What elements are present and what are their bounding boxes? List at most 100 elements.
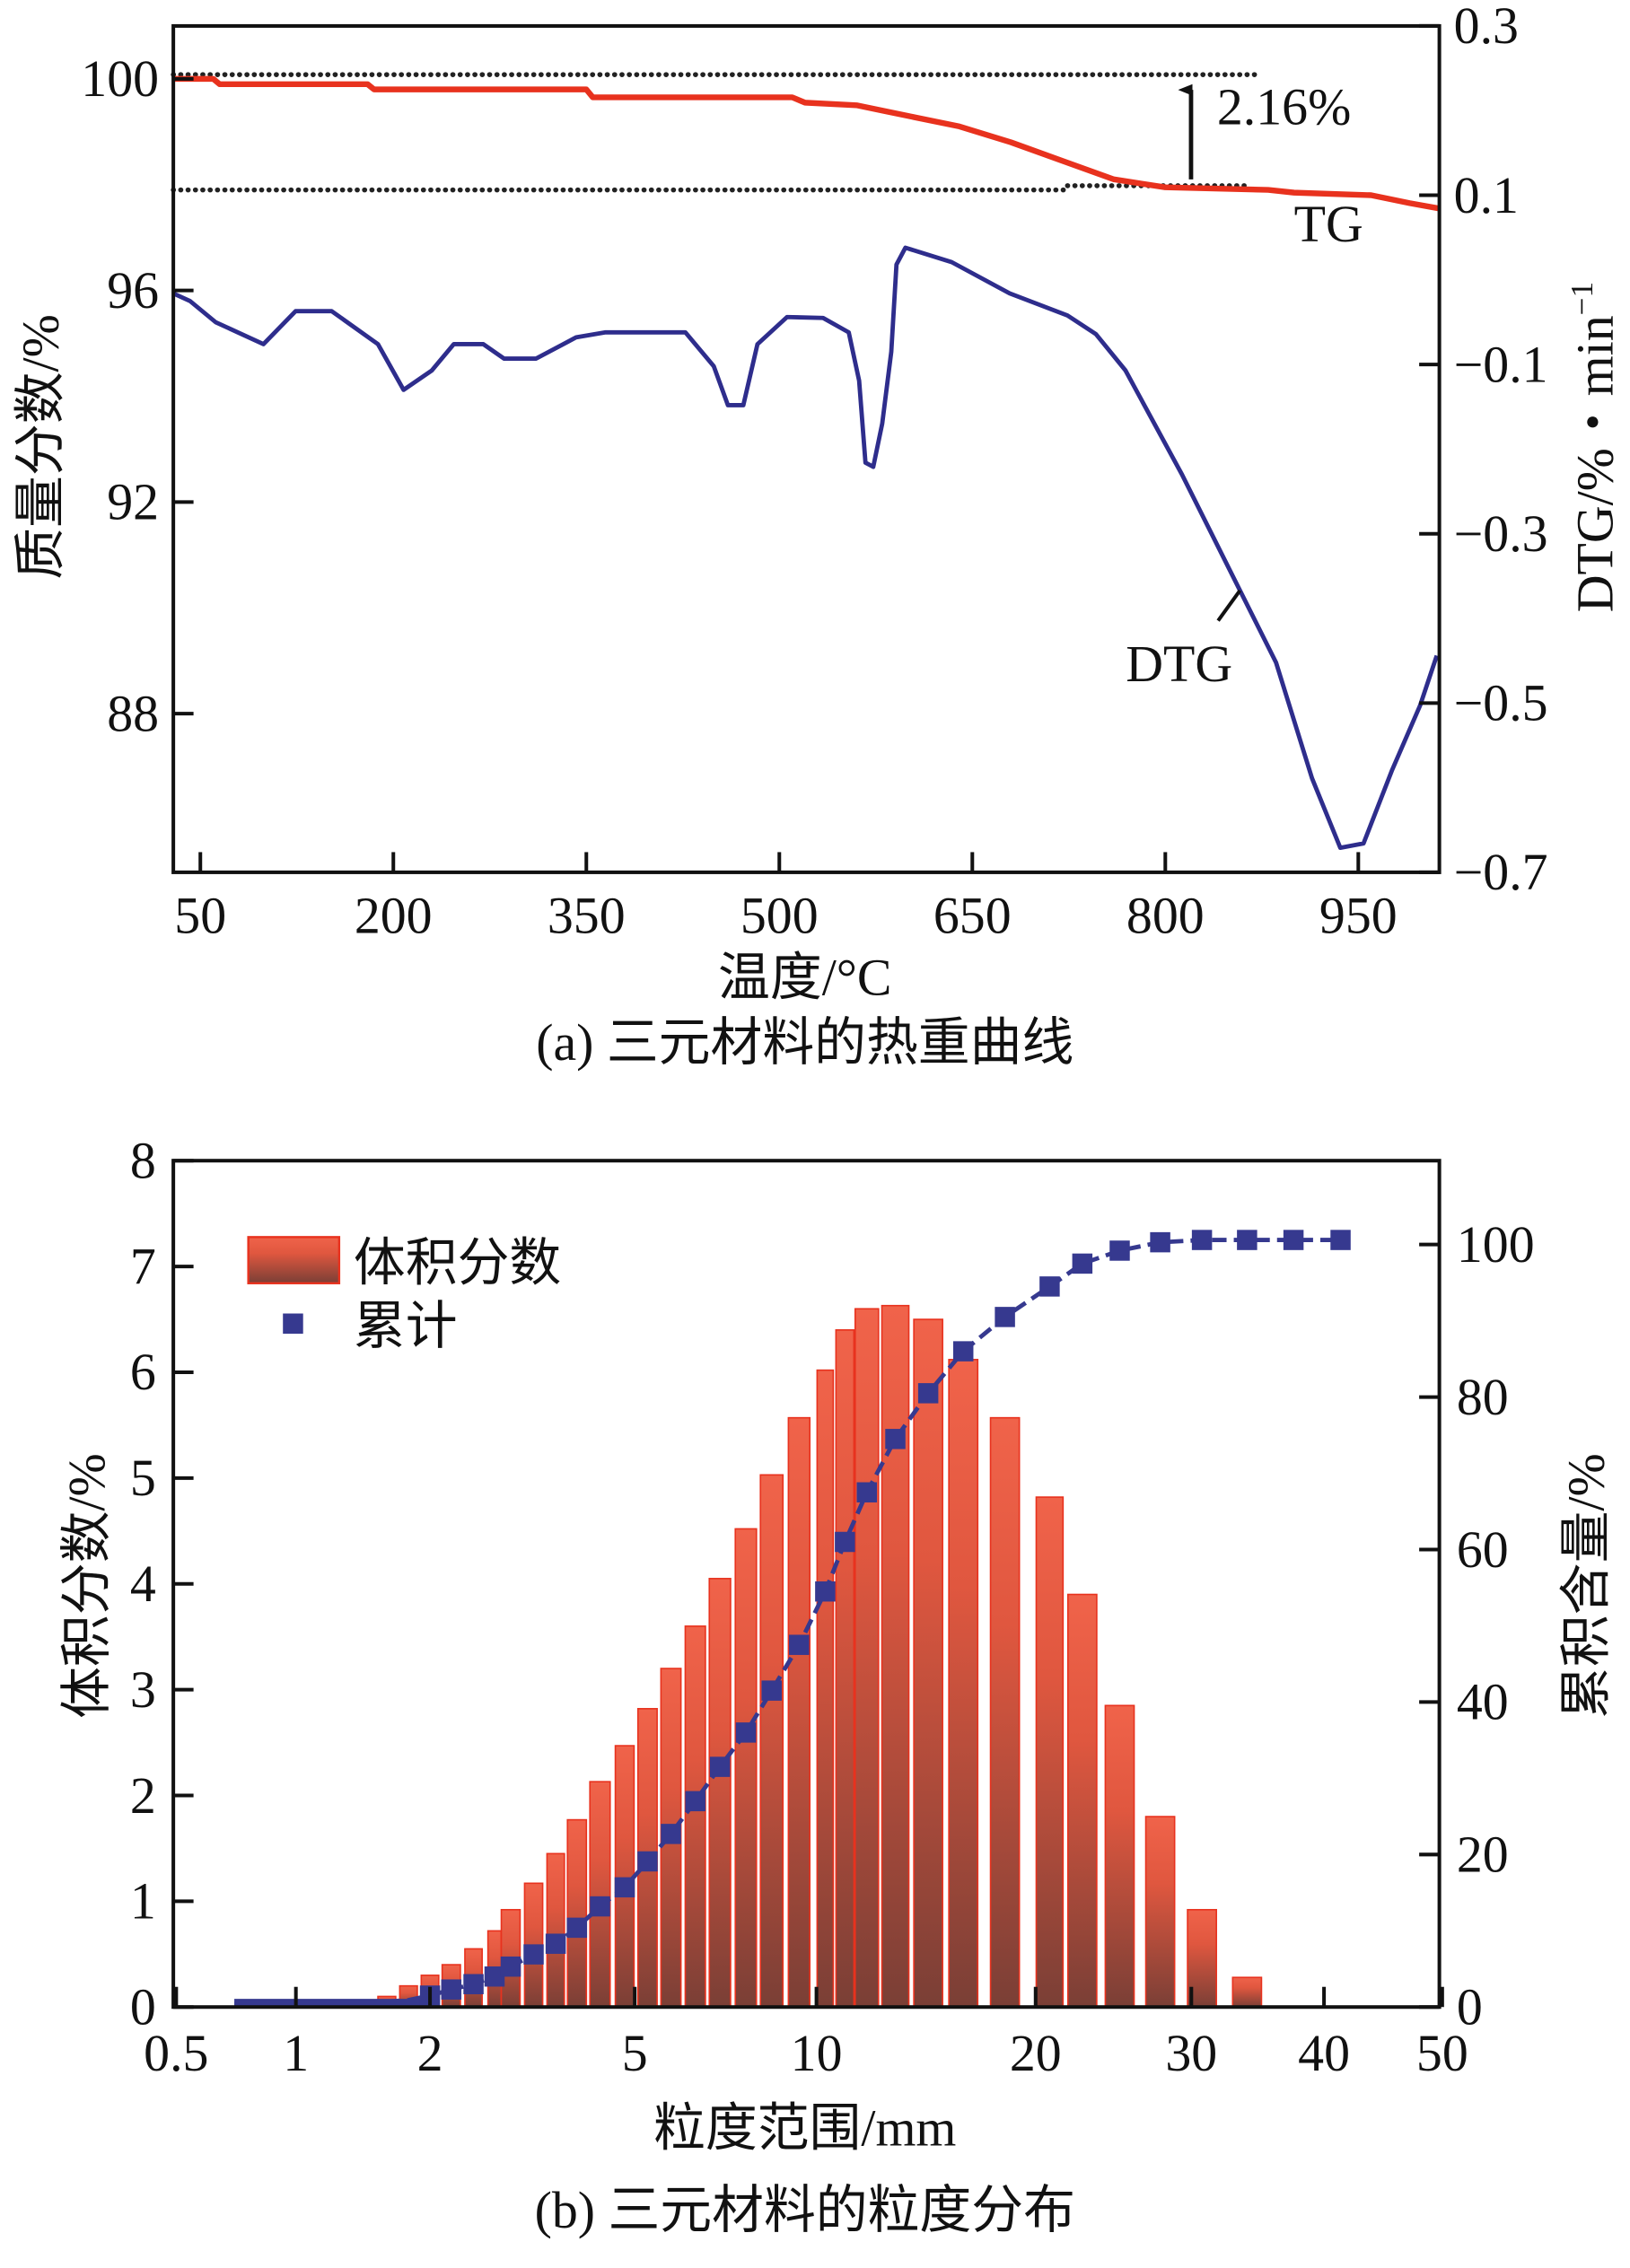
bar	[684, 1625, 706, 2009]
y-left-tick-label: 8	[130, 1131, 156, 1189]
x-tick-label: 1	[283, 2024, 309, 2082]
bar	[881, 1304, 910, 2009]
x-axis-title-a: 温度/°C	[718, 948, 891, 1006]
cumulative-marker	[523, 1944, 544, 1965]
bar	[1035, 1496, 1065, 2009]
cumulative-marker	[1150, 1231, 1170, 1253]
plot-area-a: 2.16% TG DTG	[171, 72, 1441, 851]
cumulative-marker	[735, 1722, 757, 1743]
x-tick-label: 10	[791, 2024, 843, 2082]
cumulative-marker	[441, 1979, 462, 2000]
plot-area-b	[234, 1230, 1351, 2009]
cumulative-marker	[815, 1581, 836, 1602]
x-tick-label: 950	[1319, 886, 1398, 944]
y-right-tick-label: −0.5	[1454, 674, 1548, 732]
x-tick-label: 0.5	[144, 2024, 208, 2082]
y-axis-title-left-a: 质量分数/%	[12, 314, 70, 580]
x-tick-label: 350	[548, 886, 626, 944]
y-left-tick-label: 2	[130, 1766, 156, 1825]
bar	[1104, 1704, 1135, 2009]
bar	[1144, 1816, 1176, 2009]
legend-b: 体积分数 累计	[247, 1234, 561, 1355]
y-right-tick-label: 0	[1457, 1978, 1483, 2036]
cumulative-marker	[1330, 1230, 1351, 1250]
caption-b: (b) 三元材料的粒度分布	[535, 2181, 1075, 2239]
cumulative-marker	[590, 1896, 610, 1917]
bar	[566, 1818, 588, 2009]
y-right-tick-label: −0.1	[1454, 335, 1548, 393]
legend-marker-swatch	[283, 1313, 303, 1334]
cumulative-marker	[995, 1307, 1015, 1327]
y-left-tick-label: 96	[107, 261, 159, 320]
axes-a: 50 200 350 500 650 800 950 88 92 96 100 −0.7 −0.5 −0.…	[81, 0, 1547, 944]
y-axis-title-right-sup: −1	[1564, 282, 1599, 316]
bar	[989, 1416, 1021, 2009]
x-tick-label: 500	[741, 886, 819, 944]
x-tick-label: 2	[417, 2024, 443, 2082]
cumulative-marker	[661, 1824, 681, 1844]
x-tick-label: 650	[933, 886, 1012, 944]
series-tg-line	[173, 75, 1441, 212]
bar	[614, 1745, 635, 2009]
cumulative-marker	[1283, 1230, 1304, 1250]
y-right-tick-label: 60	[1457, 1520, 1509, 1579]
cumulative-marker	[709, 1756, 731, 1777]
cumulative-marker	[885, 1429, 906, 1449]
cumulative-marker	[566, 1917, 588, 1939]
cumulative-marker	[1191, 1230, 1213, 1250]
series-dtg-line	[172, 245, 1440, 851]
cumulative-marker	[856, 1482, 878, 1503]
bar	[1066, 1593, 1098, 2009]
legend-bar-swatch	[247, 1236, 341, 1284]
bar	[759, 1474, 784, 2009]
y-axis-title-right-a: DTG/%・min−1	[1564, 282, 1624, 612]
bar	[589, 1781, 611, 2009]
x-tick-label: 20	[1010, 2024, 1062, 2082]
y-axis-title-left-b: 体积分数/%	[57, 1453, 116, 1719]
mass-loss-label: 2.16%	[1217, 78, 1351, 136]
y-left-tick-label: 5	[130, 1449, 156, 1507]
dtg-label: DTG	[1126, 635, 1232, 693]
plot-frame-a	[171, 23, 1442, 874]
dtg-leader-line	[1216, 589, 1242, 622]
cumulative-marker	[789, 1634, 810, 1655]
x-tick-label: 800	[1126, 886, 1205, 944]
tg-label: TG	[1294, 195, 1363, 253]
y-left-tick-label: 7	[130, 1237, 156, 1295]
y-right-tick-label: 20	[1457, 1826, 1509, 1884]
bar	[1231, 1976, 1263, 2009]
x-tick-label: 50	[1416, 2024, 1468, 2082]
cumulative-marker	[761, 1680, 782, 1701]
bar	[546, 1852, 565, 2009]
cumulative-marker	[685, 1791, 705, 1812]
cumulative-marker	[1072, 1253, 1093, 1274]
y-left-tick-label: 4	[130, 1554, 156, 1613]
bar	[816, 1369, 835, 2009]
y-axis-title-right-text: DTG/%・min	[1565, 315, 1624, 612]
y-left-tick-label: 100	[81, 49, 159, 108]
cumulative-marker	[917, 1383, 939, 1404]
cumulative-marker	[1237, 1230, 1258, 1250]
x-axis-title-b: 粒度范围/mm	[653, 2098, 956, 2157]
cumulative-marker	[545, 1933, 566, 1954]
x-tick-label: 5	[622, 2024, 648, 2082]
y-left-tick-label: 0	[130, 1978, 156, 2036]
bar	[913, 1318, 943, 2009]
y-right-tick-label: 0.1	[1454, 166, 1519, 224]
legend-marker-label: 累计	[354, 1297, 458, 1355]
cumulative-marker	[1039, 1276, 1060, 1297]
bar	[787, 1416, 811, 2009]
cumulative-marker	[463, 1974, 484, 1994]
thermogravimetric-chart: 2.16% TG DTG 50 200 350 500 650 800 950 88 92 96 100…	[12, 0, 1625, 1072]
legend-bar-label: 体积分数	[354, 1234, 561, 1292]
cumulative-marker	[484, 1966, 505, 1987]
y-right-tick-label: 0.3	[1454, 0, 1519, 55]
bar	[948, 1359, 979, 2009]
y-left-tick-label: 1	[130, 1872, 156, 1931]
cumulative-marker	[952, 1341, 974, 1362]
y-right-tick-label: 40	[1457, 1673, 1509, 1731]
caption-a: (a) 三元材料的热重曲线	[536, 1013, 1074, 1072]
bar	[835, 1329, 855, 2009]
